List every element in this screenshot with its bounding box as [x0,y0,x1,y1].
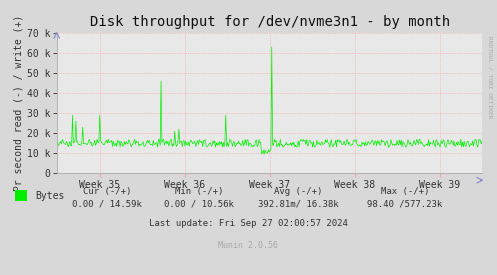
Text: 0.00 / 14.59k: 0.00 / 14.59k [72,200,142,209]
Text: RRDTOOL / TOBI OETIKER: RRDTOOL / TOBI OETIKER [487,36,492,118]
Text: Bytes: Bytes [35,191,64,201]
Text: Last update: Fri Sep 27 02:00:57 2024: Last update: Fri Sep 27 02:00:57 2024 [149,219,348,227]
Y-axis label: Pr second read (-) / write (+): Pr second read (-) / write (+) [14,15,24,191]
Title: Disk throughput for /dev/nvme3n1 - by month: Disk throughput for /dev/nvme3n1 - by mo… [89,15,450,29]
Text: 392.81m/ 16.38k: 392.81m/ 16.38k [258,200,338,209]
Text: 0.00 / 10.56k: 0.00 / 10.56k [164,200,234,209]
Text: 98.40 /577.23k: 98.40 /577.23k [367,200,443,209]
Text: Min (-/+): Min (-/+) [174,187,223,196]
Text: Munin 2.0.56: Munin 2.0.56 [219,241,278,249]
Text: Max (-/+): Max (-/+) [381,187,429,196]
Text: Avg (-/+): Avg (-/+) [274,187,323,196]
Text: Cur (-/+): Cur (-/+) [83,187,131,196]
